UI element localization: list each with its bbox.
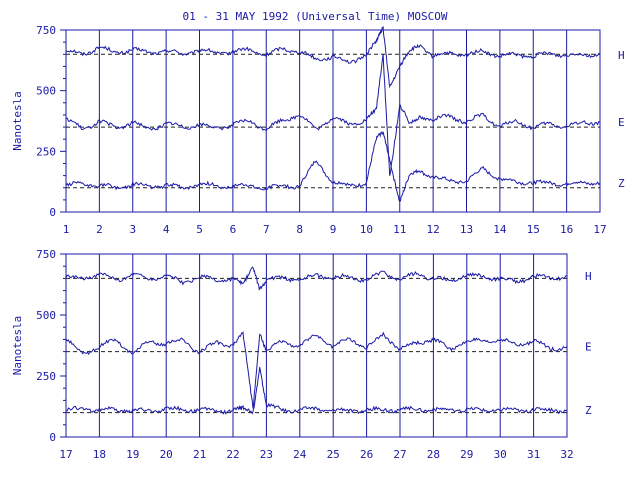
series-e-line <box>66 53 600 176</box>
x-tick-label: 31 <box>527 448 540 461</box>
series-label: H <box>585 270 592 283</box>
series-label: Z <box>618 177 625 190</box>
x-tick-label: 17 <box>59 448 72 461</box>
series-label: H <box>618 49 625 62</box>
x-tick-label: 9 <box>330 223 337 236</box>
x-tick-label: 26 <box>360 448 373 461</box>
y-tick-label: 750 <box>36 24 56 37</box>
x-tick-label: 20 <box>160 448 173 461</box>
x-tick-label: 22 <box>226 448 239 461</box>
x-tick-label: 5 <box>196 223 203 236</box>
x-tick-label: 24 <box>293 448 307 461</box>
x-tick-label: 10 <box>360 223 373 236</box>
panel-top: 1 2 3 4 5 6 7 8 9 10 11 12 13 14 15 16 170250500750Nanot… <box>11 24 625 236</box>
x-tick-label: 7 <box>263 223 270 236</box>
x-tick-label: 23 <box>260 448 273 461</box>
x-tick-label: 3 <box>129 223 136 236</box>
y-tick-label: 0 <box>49 431 56 444</box>
series-label: Z <box>585 404 592 417</box>
series-h-line <box>66 26 600 89</box>
x-tick-label: 8 <box>296 223 303 236</box>
y-tick-label: 250 <box>36 145 56 158</box>
x-tick-label: 12 <box>427 223 440 236</box>
x-tick-label: 18 <box>93 448 106 461</box>
x-tick-label: 11 <box>393 223 406 236</box>
y-tick-label: 0 <box>49 206 56 219</box>
x-tick-label: 14 <box>493 223 507 236</box>
series-h-line <box>66 266 567 291</box>
x-tick-label: 15 <box>527 223 540 236</box>
x-tick-label: 13 <box>460 223 473 236</box>
x-tick-label: 27 <box>393 448 406 461</box>
chart-title: 01 - 31 MAY 1992 (Universal Time) MOSCOW <box>183 10 448 23</box>
x-tick-label: 2 <box>96 223 103 236</box>
y-tick-label: 500 <box>36 309 56 322</box>
x-tick-label: 21 <box>193 448 206 461</box>
x-tick-label: 16 <box>560 223 573 236</box>
x-tick-label: 1 <box>63 223 70 236</box>
x-tick-label: 17 <box>593 223 606 236</box>
y-axis-label: Nanotesla <box>11 316 24 376</box>
x-tick-label: 25 <box>327 448 340 461</box>
y-tick-label: 500 <box>36 85 56 98</box>
series-label: E <box>585 341 592 354</box>
x-tick-label: 28 <box>427 448 440 461</box>
series-z-line <box>66 130 600 203</box>
x-tick-label: 6 <box>230 223 237 236</box>
series-label: E <box>618 116 625 129</box>
plot-frame <box>65 253 568 438</box>
x-tick-label: 4 <box>163 223 170 236</box>
x-tick-label: 30 <box>494 448 507 461</box>
x-tick-label: 29 <box>460 448 473 461</box>
y-tick-label: 750 <box>36 248 56 261</box>
y-tick-label: 250 <box>36 370 56 383</box>
x-tick-label: 32 <box>560 448 573 461</box>
series-e-line <box>66 331 567 409</box>
y-axis-label: Nanotesla <box>11 91 24 151</box>
series-z-line <box>66 367 567 415</box>
panel-bottom: 17 18 19 20 21 22 23 24 25 26 27 28 29 30 31 32 0 250 500 7… <box>11 248 592 461</box>
x-tick-label: 19 <box>126 448 139 461</box>
